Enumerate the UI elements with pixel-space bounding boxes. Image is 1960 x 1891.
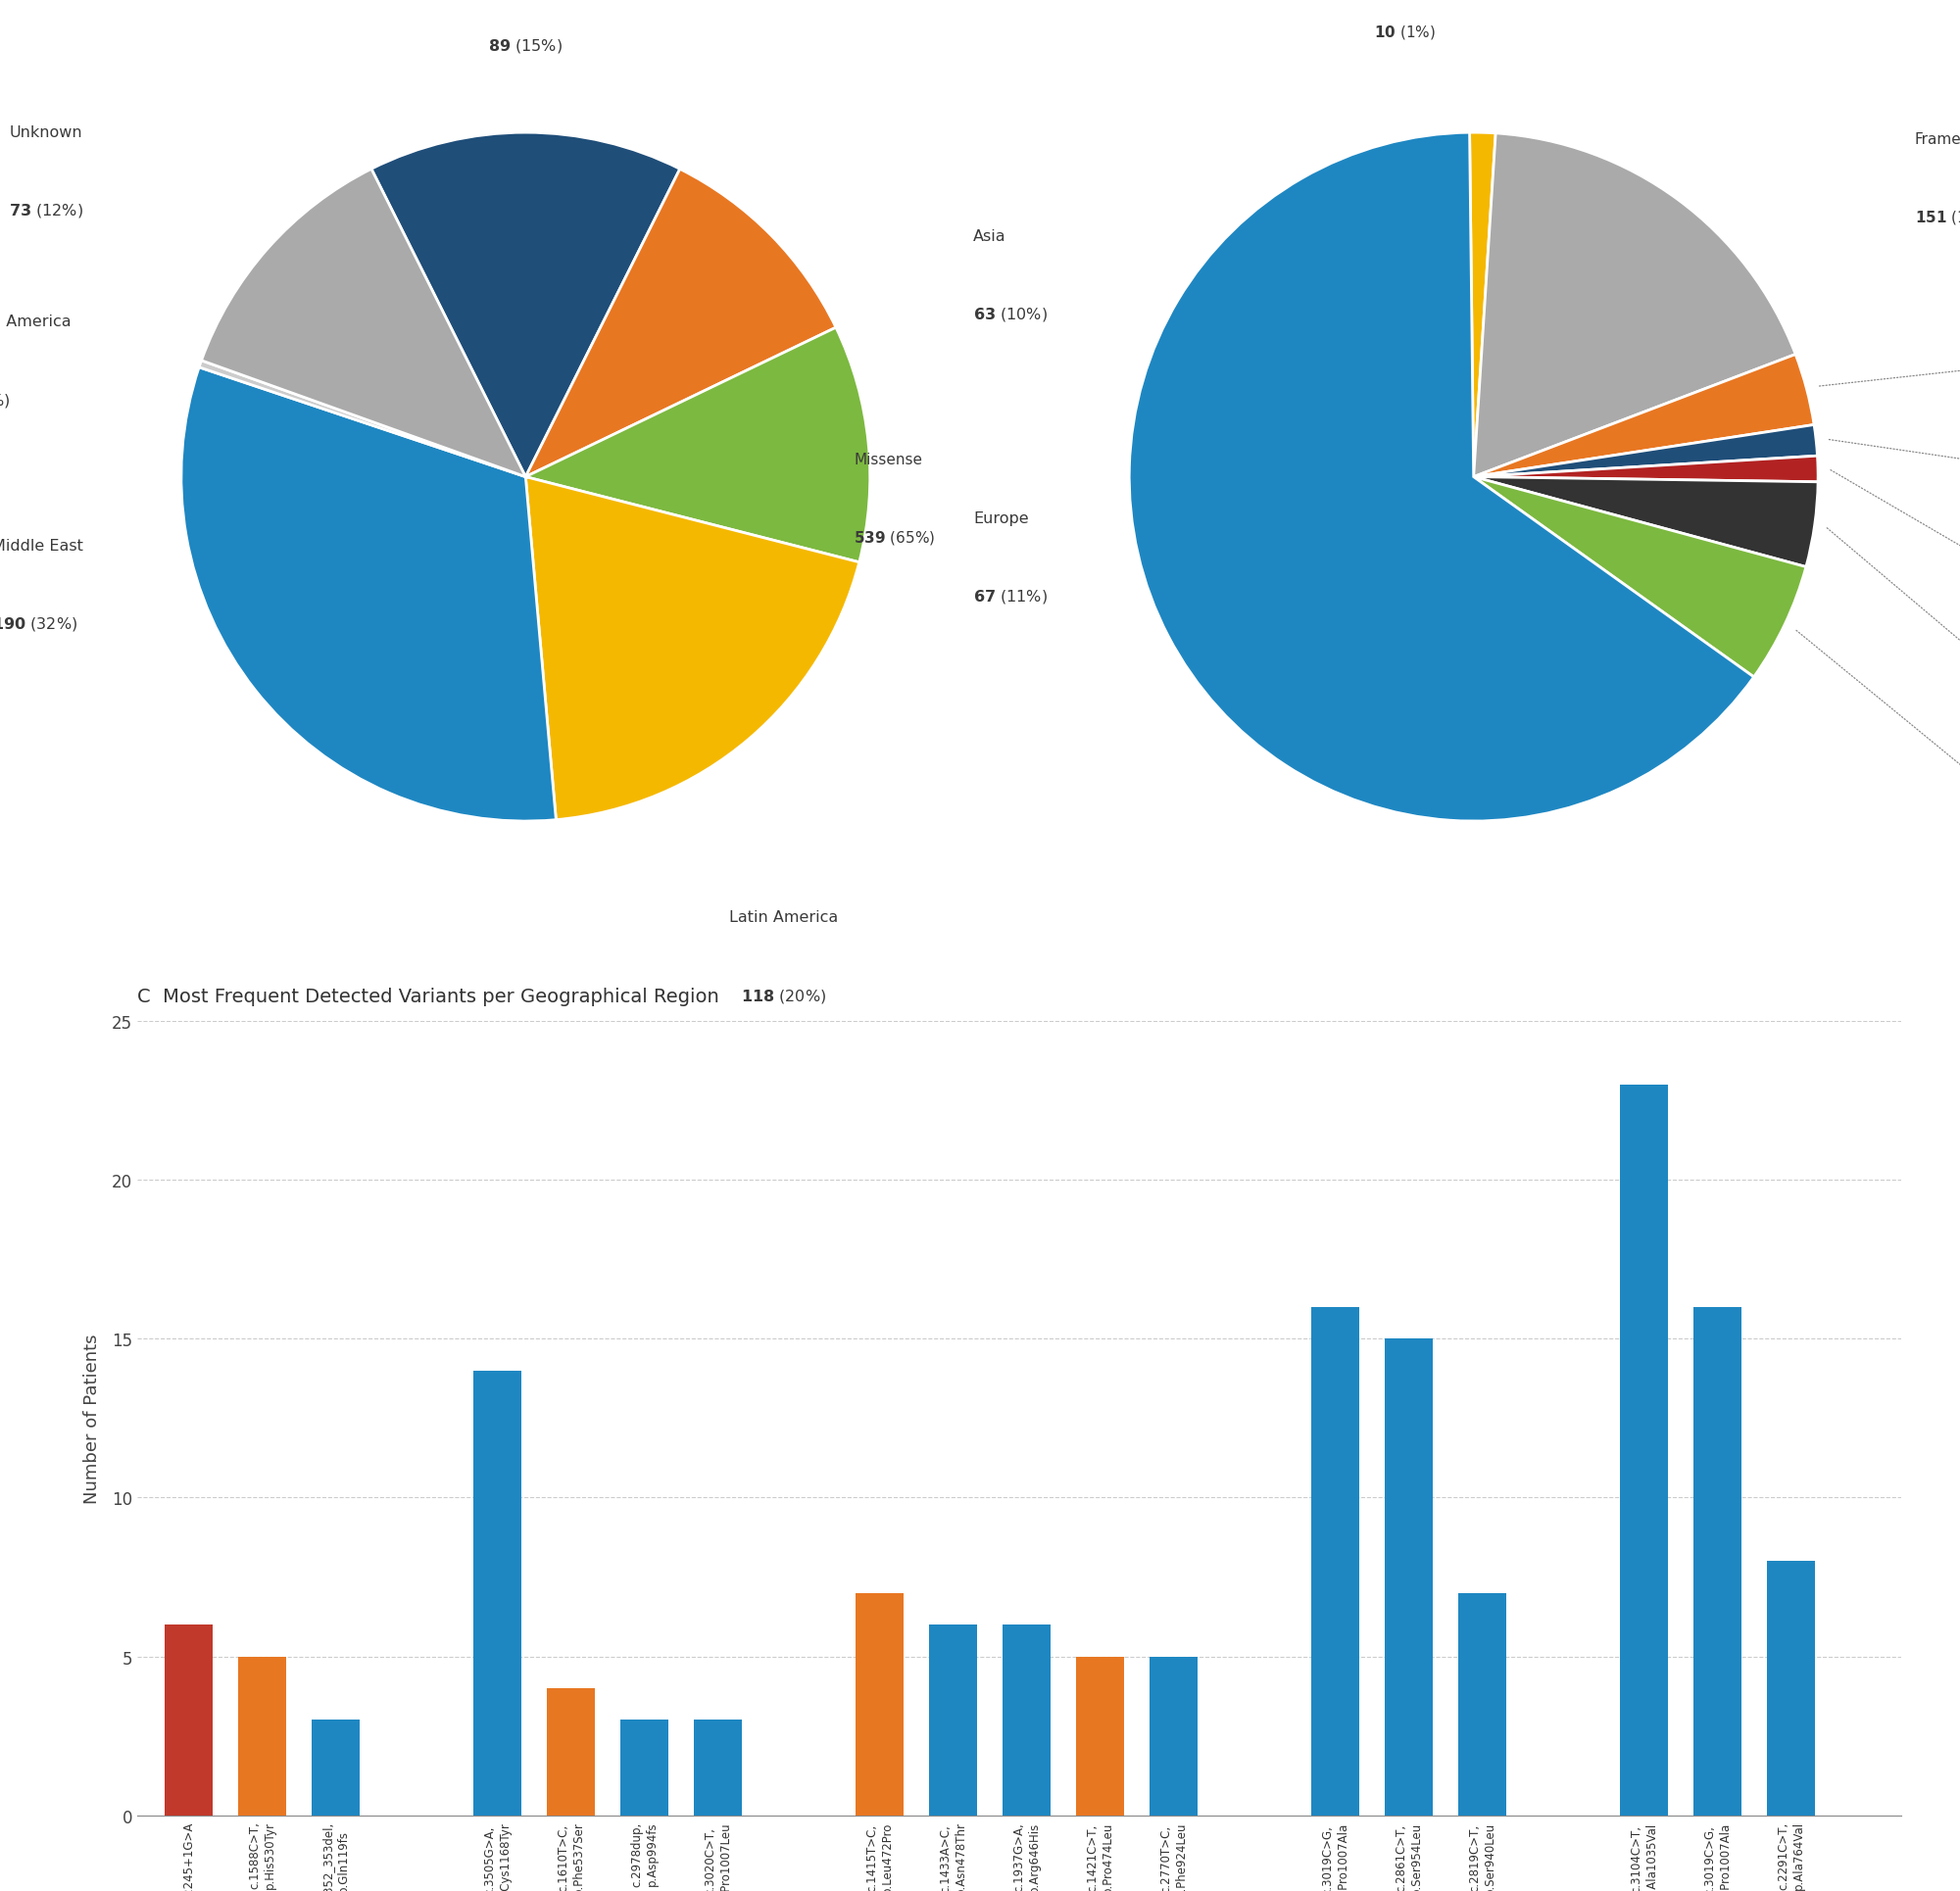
Bar	[474, 1371, 521, 1815]
Bar	[621, 1721, 668, 1815]
Bar	[694, 1721, 741, 1815]
Text: $\mathbf{73}$ (12%): $\mathbf{73}$ (12%)	[10, 202, 84, 219]
Bar	[1004, 1624, 1051, 1815]
Text: North America: North America	[0, 314, 73, 329]
Y-axis label: Number of Patients: Number of Patients	[82, 1333, 100, 1503]
Wedge shape	[1474, 356, 1815, 478]
Text: Middle East: Middle East	[0, 539, 82, 554]
Text: $\mathbf{190}$ (32%): $\mathbf{190}$ (32%)	[0, 615, 76, 633]
Bar	[1151, 1657, 1198, 1815]
Wedge shape	[1474, 456, 1819, 482]
Bar	[1311, 1307, 1358, 1815]
Bar	[857, 1592, 904, 1815]
Bar	[1621, 1085, 1668, 1815]
Wedge shape	[1474, 134, 1795, 478]
Text: Asia: Asia	[974, 229, 1005, 244]
Bar	[1386, 1339, 1433, 1815]
Text: Latin America: Latin America	[729, 910, 839, 925]
Bar	[1768, 1562, 1815, 1815]
Text: Frameshift: Frameshift	[1915, 132, 1960, 147]
Wedge shape	[180, 369, 557, 821]
Text: Missense: Missense	[855, 452, 923, 467]
Wedge shape	[525, 170, 835, 478]
Wedge shape	[370, 132, 680, 478]
Bar	[1693, 1307, 1740, 1815]
Wedge shape	[525, 329, 870, 564]
Wedge shape	[1474, 425, 1817, 478]
Wedge shape	[1129, 134, 1754, 821]
Text: $\mathbf{10}$ (1%): $\mathbf{10}$ (1%)	[1374, 23, 1435, 42]
Bar	[312, 1721, 359, 1815]
Text: $\mathbf{67}$ (11%): $\mathbf{67}$ (11%)	[974, 588, 1049, 605]
Text: $\mathbf{63}$ (10%): $\mathbf{63}$ (10%)	[974, 306, 1049, 323]
Bar	[239, 1657, 286, 1815]
Text: $\mathbf{539}$ (65%): $\mathbf{539}$ (65%)	[855, 529, 935, 546]
Text: Unknown: Unknown	[10, 125, 82, 140]
Wedge shape	[1474, 478, 1819, 567]
Text: Europe: Europe	[974, 511, 1029, 526]
Bar	[165, 1624, 212, 1815]
Bar	[1076, 1657, 1123, 1815]
Wedge shape	[1474, 478, 1805, 677]
Wedge shape	[200, 361, 525, 478]
Text: $\mathbf{118}$ (20%): $\mathbf{118}$ (20%)	[741, 987, 827, 1004]
Wedge shape	[202, 170, 525, 478]
Bar	[929, 1624, 976, 1815]
Text: C  Most Frequent Detected Variants per Geographical Region: C Most Frequent Detected Variants per Ge…	[137, 987, 719, 1006]
Text: $\mathbf{151}$ (18%): $\mathbf{151}$ (18%)	[1915, 210, 1960, 227]
Text: $\mathbf{2}$ (0%): $\mathbf{2}$ (0%)	[0, 391, 12, 408]
Bar	[1458, 1592, 1505, 1815]
Wedge shape	[525, 478, 858, 821]
Bar	[547, 1689, 594, 1815]
Wedge shape	[1470, 134, 1495, 478]
Text: $\mathbf{89}$ (15%): $\mathbf{89}$ (15%)	[488, 38, 563, 55]
